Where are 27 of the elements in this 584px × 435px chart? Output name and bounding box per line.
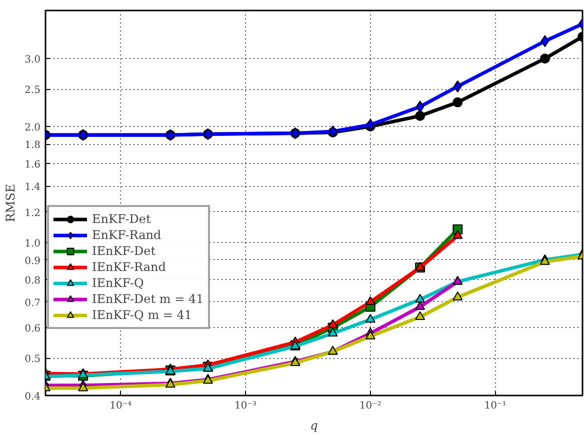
y-tick-label: 1.2: [24, 208, 41, 219]
x-tick-label: 10⁻¹: [484, 400, 506, 412]
y-tick-label: 1.0: [24, 238, 41, 250]
y-tick-label: 1.6: [24, 160, 41, 171]
y-axis-title: RMSE: [4, 184, 18, 222]
y-tick-label: 0.4: [24, 392, 41, 402]
x-tick-label: 10⁻²: [359, 400, 382, 412]
legend-label: IEnKF-Q m = 41: [92, 307, 192, 323]
legend-label: IEnKF-Q: [92, 275, 144, 291]
legend-label: IEnKF-Det m = 41: [92, 291, 204, 307]
x-tick-label: 10⁻⁴: [110, 400, 132, 412]
x-axis-title: q: [310, 418, 318, 432]
y-tick-label: 1.4: [24, 182, 41, 194]
x-tick-label: 10⁻³: [234, 400, 257, 412]
y-tick-label: 2.0: [24, 122, 41, 134]
y-tick-label: 0.8: [24, 276, 41, 287]
legend-label: IEnKF-Det: [92, 243, 156, 259]
y-tick-label: 0.6: [24, 324, 41, 335]
y-tick-label: 1.8: [24, 140, 41, 152]
y-tick-label: 2.5: [24, 85, 41, 96]
legend-label: EnKF-Det: [92, 211, 151, 227]
legend-label: IEnKF-Rand: [92, 259, 166, 275]
y-tick-label: 0.7: [24, 298, 41, 309]
y-tick-label: 0.5: [24, 354, 41, 366]
y-tick-label: 3.0: [24, 54, 41, 66]
y-tick-label: 0.9: [24, 256, 41, 267]
legend-label: EnKF-Rand: [92, 227, 162, 243]
